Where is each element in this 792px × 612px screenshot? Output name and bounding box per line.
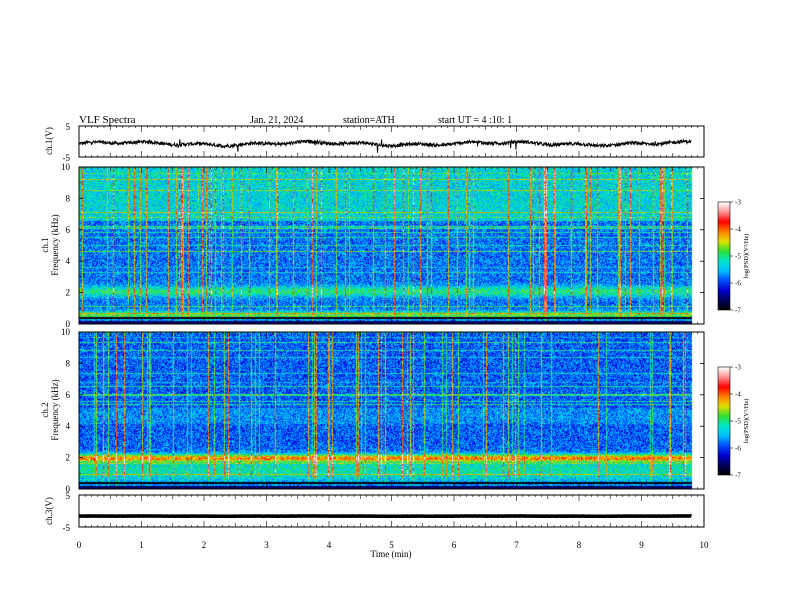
ch1-colorbar-label: log(PSD)(V²/Hz)	[743, 234, 750, 279]
time-axis-label: Time (min)	[371, 549, 412, 559]
date-label: Jan. 21, 2024	[250, 115, 303, 126]
ch1-ytick-bottom: -5	[63, 153, 71, 163]
ch1-ytick-top: 5	[66, 122, 71, 132]
ch2-colorbar-label: log(PSD)(V²/Hz)	[743, 399, 750, 444]
ch2-spectrogram-yticks: 10 8 6 4 2 0	[61, 327, 704, 494]
frequency-tick-label: 0	[66, 319, 71, 329]
frequency-tick-label: 2	[66, 288, 71, 298]
frequency-tick-label: 4	[66, 421, 71, 431]
colorbar-tick-label: -7	[735, 307, 741, 315]
start-time-label: start UT = 4 :10: 1	[438, 115, 512, 126]
frequency-tick-label: 4	[66, 256, 71, 266]
ch2-spectrogram-ylabel-channel: ch.2	[40, 402, 50, 417]
figure-title: VLF Spectra	[79, 114, 136, 126]
frequency-tick-label: 6	[66, 225, 71, 235]
time-tick-label: 4	[327, 540, 332, 550]
time-axis-ticks	[78, 126, 705, 527]
frequency-tick-label: 10	[61, 162, 71, 172]
colorbar-tick-label: -5	[735, 253, 741, 261]
ch1-waveform-ylabel: ch.1(V)	[44, 127, 54, 155]
colorbar-tick-label: -3	[735, 364, 741, 372]
ch1-waveform-panel: 5 -5 ch.1(V)	[44, 122, 705, 163]
ch3-ytick-bottom: -5	[63, 523, 71, 533]
time-tick-label: 10	[700, 540, 710, 550]
ch1-spectrogram-image	[79, 167, 704, 324]
colorbar-tick-label: -5	[735, 418, 741, 426]
time-tick-label: 5	[389, 540, 394, 550]
frequency-tick-label: 6	[66, 390, 71, 400]
ch1-spectrogram-ylabel-frequency: Frequency (kHz)	[50, 214, 60, 275]
colorbar-tick-label: -7	[735, 472, 741, 480]
ch2-spectrogram-image	[79, 332, 704, 489]
ch2-spectrogram-ylabel-frequency: Frequency (kHz)	[50, 379, 60, 440]
ch2-colorbar-ticks: -3 -4 -5 -6 -7	[730, 364, 741, 480]
time-tick-label: 6	[452, 540, 457, 550]
colorbar-tick-label: -4	[735, 391, 741, 399]
colorbar-tick-label: -6	[735, 445, 741, 453]
colorbar-tick-label: -4	[735, 226, 741, 234]
ch2-colorbar	[718, 367, 730, 475]
ch1-colorbar	[718, 202, 730, 310]
frequency-tick-label: 10	[61, 327, 71, 337]
frequency-tick-label: 2	[66, 453, 71, 463]
time-tick-label: 3	[264, 540, 269, 550]
ch1-colorbar-ticks: -3 -4 -5 -6 -7	[730, 199, 741, 315]
time-tick-label: 2	[202, 540, 207, 550]
time-tick-label: 9	[639, 540, 644, 550]
time-axis-tick-labels: 0 1 2 3 4 5 6 7 8 9 10	[77, 540, 709, 550]
time-tick-label: 0	[77, 540, 82, 550]
station-label: station=ATH	[343, 115, 395, 126]
ch1-spectrogram-ylabel-channel: ch.1	[40, 237, 50, 252]
ch3-waveform-panel: 5 -5 ch.3(V)	[44, 491, 705, 533]
colorbar-tick-label: -6	[735, 280, 741, 288]
ch3-waveform-ylabel: ch.3(V)	[44, 497, 54, 525]
ch1-spectrogram-yticks: 10 8 6 4 2 0	[61, 162, 704, 329]
ch3-ytick-top: 5	[66, 491, 71, 501]
frequency-tick-label: 8	[66, 193, 71, 203]
time-tick-label: 8	[577, 540, 582, 550]
colorbar-tick-label: -3	[735, 199, 741, 207]
ch1-waveform-trace	[78, 138, 692, 153]
frequency-tick-label: 0	[66, 484, 71, 494]
time-tick-label: 1	[139, 540, 144, 550]
frequency-tick-label: 8	[66, 358, 71, 368]
time-tick-label: 7	[514, 540, 519, 550]
